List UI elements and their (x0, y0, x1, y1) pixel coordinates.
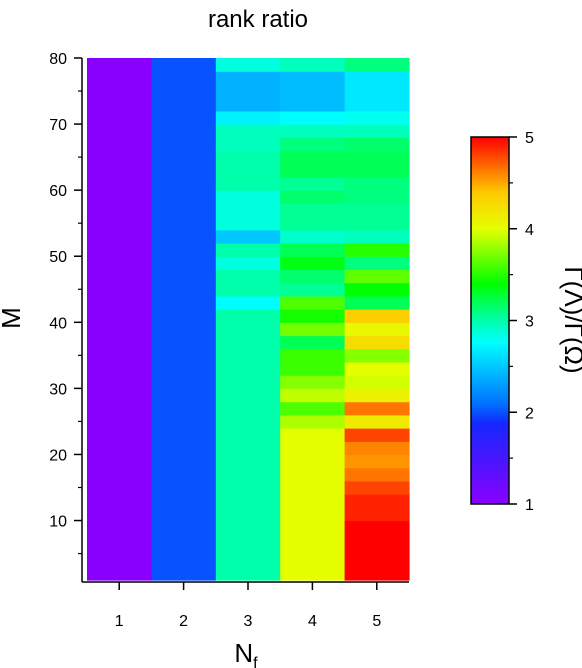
heatmap-cell (280, 243, 346, 257)
colorbar-tick-label: 3 (525, 314, 534, 331)
heatmap-cell (215, 229, 281, 244)
colorbar-tick-label: 4 (525, 222, 534, 239)
heatmap-cell (280, 348, 346, 376)
heatmap-cell (215, 58, 281, 72)
heatmap-cell (215, 71, 281, 112)
heatmap-cell (344, 467, 410, 482)
heatmap-cell (344, 176, 410, 204)
heatmap-cell (215, 124, 281, 152)
heatmap-cell (344, 348, 410, 363)
heatmap-cell (280, 176, 346, 191)
heatmap-cell (280, 229, 346, 244)
heatmap-cell (344, 520, 410, 581)
x-tick-label: 2 (179, 613, 188, 630)
heatmap-cell (215, 309, 281, 581)
colorbar-label: Γ(Λ)/Γ(Ω) (559, 266, 582, 373)
heatmap-cell (87, 58, 152, 581)
heatmap-cell (344, 58, 410, 72)
heatmap-cell (215, 150, 281, 191)
heatmap-cell (344, 322, 410, 337)
heatmap-cell (280, 110, 346, 125)
heatmap-cell (215, 243, 281, 257)
heatmap-cell (280, 124, 346, 138)
heatmap-cell (344, 494, 410, 522)
heatmap-cell (344, 229, 410, 244)
heatmap-cell (344, 124, 410, 138)
heatmap-cell (344, 454, 410, 469)
heatmap-cell (344, 71, 410, 112)
heatmap-cell (344, 282, 410, 297)
heatmap-cell (344, 414, 410, 429)
heatmap-cell (280, 137, 346, 152)
heatmap-cell (344, 203, 410, 231)
x-axis-label: Nf (234, 638, 258, 668)
y-tick-label: 30 (49, 381, 67, 398)
heatmap-cell (215, 256, 281, 271)
heatmap-cell (344, 150, 410, 178)
x-tick-label: 4 (308, 613, 317, 630)
chart-title: rank ratio (208, 6, 308, 33)
heatmap-cell (344, 309, 410, 323)
heatmap-cell (215, 269, 281, 297)
heatmap-cell (280, 190, 346, 204)
heatmap-cell (280, 150, 346, 178)
heatmap-cell (344, 256, 410, 271)
heatmap-cell (344, 375, 410, 389)
colorbar: 1 2 3 4 5 (470, 130, 534, 514)
heatmap-cell (280, 335, 346, 350)
heatmap-cell (280, 428, 346, 581)
heatmap-cell (280, 401, 346, 416)
x-tick-label: 3 (244, 613, 253, 630)
y-tick-label: 20 (49, 447, 67, 464)
heatmap-cell (344, 295, 410, 310)
y-tick-label: 80 (49, 51, 67, 68)
y-tick-label: 70 (49, 117, 67, 134)
heatmap-cell (280, 282, 346, 297)
heatmap-cell (280, 388, 346, 403)
colorbar-gradient (470, 136, 510, 505)
heatmap-cell (280, 322, 346, 337)
axes: 10 20 30 40 50 60 70 80 1 2 3 4 5 (49, 51, 409, 630)
heatmap-cell (280, 375, 346, 389)
heatmap-cell (280, 269, 346, 284)
heatmap-cell (344, 401, 410, 416)
y-tick-label: 10 (49, 514, 67, 531)
heatmap-cell (151, 58, 217, 581)
x-tick-label: 5 (372, 613, 381, 630)
heatmap-cell (344, 388, 410, 403)
x-axis-label-subscript: f (253, 655, 258, 668)
heatmap-cell (344, 428, 410, 442)
colorbar-tick-label: 5 (525, 130, 534, 147)
heatmap-cell (280, 414, 346, 429)
y-axis-label: M (0, 307, 26, 329)
heatmap-cell (280, 71, 346, 112)
heatmap-cells (87, 58, 410, 581)
y-tick-label: 40 (49, 315, 67, 332)
y-tick-label: 50 (49, 249, 67, 266)
heatmap-cell (344, 137, 410, 152)
heatmap-cell (215, 190, 281, 231)
colorbar-tick-label: 2 (525, 405, 534, 422)
heatmap-cell (280, 309, 346, 323)
x-tick-label: 1 (115, 613, 124, 630)
heatmap-cell (280, 58, 346, 72)
x-axis-label-main: N (234, 638, 253, 668)
heatmap-cell (215, 110, 281, 125)
heatmap-cell (280, 295, 346, 310)
heatmap-cell (215, 295, 281, 310)
heatmap-cell (344, 269, 410, 284)
heatmap-cell (344, 480, 410, 495)
heatmap-cell (344, 243, 410, 257)
heatmap-cell (344, 361, 410, 376)
heatmap-cell (344, 441, 410, 456)
heatmap-cell (344, 110, 410, 125)
heatmap-cell (344, 335, 410, 350)
colorbar-tick-label: 1 (525, 497, 534, 514)
heatmap-cell (280, 203, 346, 231)
heatmap-cell (280, 256, 346, 271)
y-tick-label: 60 (49, 183, 67, 200)
